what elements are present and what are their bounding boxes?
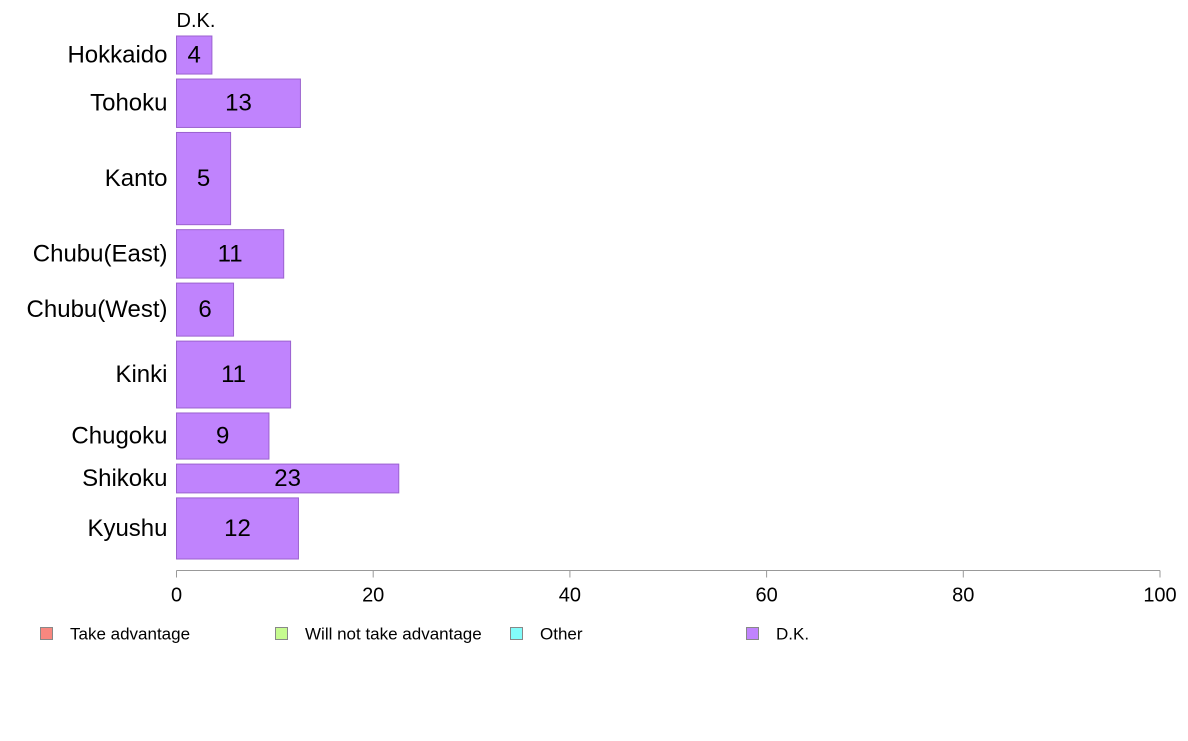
data-label-chugoku: 9 [216, 423, 229, 450]
x-tick-label-0: 0 [171, 585, 182, 607]
bar-d-k-tohoku [176, 78, 301, 128]
x-axis: 0 20 40 60 80 100 [171, 570, 1177, 607]
bar-d-k-hokkaido [176, 35, 213, 75]
data-label-kyushu: 12 [224, 515, 251, 542]
data-label-hokkaido: 4 [188, 42, 201, 69]
category-label-kinki: Kinki [115, 361, 167, 388]
category-label-kyushu: Kyushu [87, 515, 167, 542]
data-label-chubu-east: 11 [218, 240, 243, 267]
bars-layer [176, 35, 400, 560]
data-label-shikoku: 23 [274, 465, 301, 492]
legend-swatch-d-k [746, 627, 759, 640]
bar-d-k-shikoku [176, 463, 400, 494]
x-tick-label-60: 60 [755, 585, 777, 607]
data-label-kinki: 11 [221, 361, 246, 388]
x-tick-label-20: 20 [362, 585, 384, 607]
bar-d-k-chubu-west [176, 282, 235, 337]
category-label-tohoku: Tohoku [90, 90, 167, 117]
legend-label-d-k: D.K. [776, 625, 809, 644]
legend-swatch-will-not-take-advantage [275, 627, 288, 640]
category-label-chugoku: Chugoku [71, 423, 167, 450]
bar-d-k-kinki [176, 340, 292, 409]
series-title-dk: D.K. [177, 10, 216, 32]
x-tick-label-80: 80 [952, 585, 974, 607]
data-label-tohoku: 13 [225, 90, 252, 117]
category-label-chubu-west: Chubu(West) [27, 296, 168, 323]
labels-layer: D.K. Hokkaido 4 Tohoku 13 Kanto 5 Chubu(East) 11… [27, 10, 301, 542]
legend-label-will-not-take-advantage: Will not take advantage [305, 625, 482, 644]
legend-label-other: Other [540, 625, 583, 644]
legend-item-will-not-take-advantage: Will not take advantage [275, 625, 482, 644]
bar-d-k-chubu-east [176, 229, 285, 279]
category-label-chubu-east: Chubu(East) [33, 240, 168, 267]
legend: Take advantage Will not take advantage Oth… [40, 625, 809, 644]
legend-swatch-other [510, 627, 523, 640]
legend-item-d-k: D.K. [746, 625, 809, 644]
category-label-hokkaido: Hokkaido [67, 42, 167, 69]
bar-d-k-kyushu [176, 497, 299, 560]
legend-item-take-advantage: Take advantage [40, 625, 190, 644]
legend-item-other: Other [510, 625, 583, 644]
data-label-kanto: 5 [197, 165, 210, 192]
legend-swatch-take-advantage [40, 627, 53, 640]
x-tick-label-100: 100 [1143, 585, 1176, 607]
legend-label-take-advantage: Take advantage [70, 625, 190, 644]
x-tick-label-40: 40 [559, 585, 581, 607]
bar-d-k-chugoku [176, 412, 270, 460]
bar-d-k-kanto [176, 131, 232, 226]
category-label-shikoku: Shikoku [82, 465, 167, 492]
category-label-kanto: Kanto [105, 165, 168, 192]
data-label-chubu-west: 6 [198, 296, 211, 323]
